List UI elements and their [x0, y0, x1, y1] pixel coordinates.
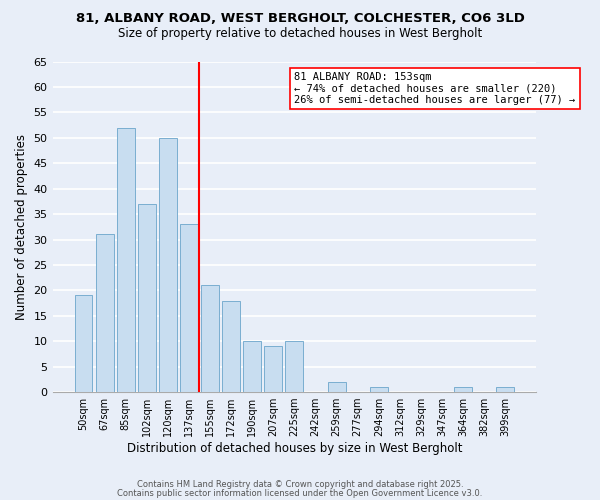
Bar	[222, 300, 240, 392]
Bar	[201, 286, 219, 392]
Text: 81 ALBANY ROAD: 153sqm
← 74% of detached houses are smaller (220)
26% of semi-de: 81 ALBANY ROAD: 153sqm ← 74% of detached…	[295, 72, 575, 105]
Bar	[180, 224, 198, 392]
Bar	[74, 296, 92, 392]
Text: Contains HM Land Registry data © Crown copyright and database right 2025.: Contains HM Land Registry data © Crown c…	[137, 480, 463, 489]
Bar	[243, 341, 261, 392]
Text: Size of property relative to detached houses in West Bergholt: Size of property relative to detached ho…	[118, 28, 482, 40]
Text: 81, ALBANY ROAD, WEST BERGHOLT, COLCHESTER, CO6 3LD: 81, ALBANY ROAD, WEST BERGHOLT, COLCHEST…	[76, 12, 524, 26]
Y-axis label: Number of detached properties: Number of detached properties	[15, 134, 28, 320]
Bar	[496, 387, 514, 392]
Bar	[370, 387, 388, 392]
Bar	[159, 138, 177, 392]
Bar	[117, 128, 134, 392]
Text: Contains public sector information licensed under the Open Government Licence v3: Contains public sector information licen…	[118, 488, 482, 498]
Bar	[265, 346, 282, 392]
Bar	[328, 382, 346, 392]
Bar	[138, 204, 156, 392]
Bar	[286, 341, 304, 392]
Bar	[95, 234, 113, 392]
Bar	[454, 387, 472, 392]
X-axis label: Distribution of detached houses by size in West Bergholt: Distribution of detached houses by size …	[127, 442, 462, 455]
